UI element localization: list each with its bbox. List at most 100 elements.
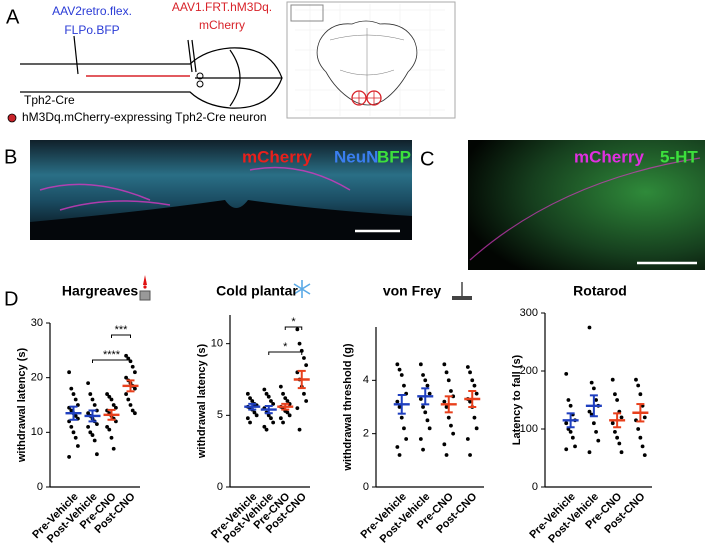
data-point [444, 453, 449, 457]
data-point [399, 373, 404, 377]
data-point [613, 392, 617, 397]
y-tick-label: 2 [363, 428, 369, 440]
legend-text: hM3Dq.mCherry-expressing Tph2-Cre neuron [22, 110, 267, 124]
data-point [71, 430, 76, 435]
y-tick-label: 20 [31, 372, 43, 384]
data-point [264, 391, 269, 396]
data-point [109, 435, 114, 440]
data-point [304, 399, 309, 403]
data-point [130, 408, 135, 413]
data-point [285, 410, 290, 415]
data-point [642, 453, 647, 457]
virus-label: AAV1.FRT.hM3Dq. [172, 0, 272, 14]
data-point [107, 394, 112, 399]
data-point [465, 365, 470, 369]
data-point [287, 413, 292, 418]
y-axis-label: withdrawal latency (s) [196, 344, 208, 460]
data-point [610, 377, 615, 382]
data-point [111, 446, 116, 451]
data-point [124, 375, 128, 380]
virus-label: AAV2retro.flex. [52, 4, 132, 18]
data-point [262, 387, 267, 392]
y-tick-label: 0 [532, 481, 538, 493]
data-point [418, 362, 423, 367]
data-point [395, 399, 400, 404]
data-point [446, 378, 451, 383]
stain-label: NeuN [334, 147, 378, 166]
data-point [594, 430, 598, 434]
y-axis-label: withdrawal latency (s) [16, 348, 28, 464]
data-point [594, 398, 598, 402]
significance-bracket [92, 359, 131, 363]
data-point [427, 391, 432, 396]
significance-label: **** [103, 349, 121, 361]
data-point [397, 405, 402, 409]
data-point [271, 420, 276, 425]
data-point [423, 378, 428, 383]
title-icon [452, 282, 472, 300]
data-point [449, 389, 453, 393]
y-tick-label: 100 [520, 423, 538, 435]
data-point [130, 364, 135, 369]
data-point [425, 383, 430, 388]
y-tick-label: 0 [37, 481, 43, 493]
data-point [444, 405, 449, 409]
data-point [297, 341, 302, 346]
data-point [254, 413, 259, 418]
data-point [591, 421, 596, 426]
data-point [278, 384, 283, 389]
data-point [114, 405, 118, 410]
data-point [278, 416, 283, 421]
data-point [90, 433, 95, 437]
data-point [111, 403, 116, 407]
data-point [472, 383, 477, 388]
y-tick-label: 200 [520, 365, 538, 377]
micrograph [468, 140, 705, 270]
virus-label: FLPo.BFP [64, 23, 119, 37]
data-point [617, 441, 622, 446]
data-point [468, 399, 472, 404]
significance-bracket [268, 351, 303, 355]
data-point [615, 435, 620, 440]
data-point [248, 396, 252, 401]
data-point [271, 401, 276, 406]
data-point [124, 392, 128, 396]
data-point [133, 386, 137, 391]
data-point [397, 453, 402, 457]
data-point [636, 383, 641, 388]
y-tick-label: 10 [31, 426, 43, 438]
significance-bracket [111, 334, 131, 338]
data-point [449, 423, 453, 428]
stain-label: 5-HT [660, 147, 698, 166]
data-point [95, 452, 99, 457]
data-point [587, 409, 592, 414]
y-tick-label: 5 [217, 409, 223, 421]
chart-title: von Frey [383, 283, 442, 299]
y-tick-label: 300 [520, 307, 538, 319]
data-point [304, 363, 309, 368]
data-point [86, 411, 90, 416]
data-point [69, 386, 74, 391]
data-point [421, 405, 425, 409]
data-point [266, 394, 271, 399]
data-point [250, 399, 255, 403]
neuron-icon [196, 72, 204, 80]
data-point [442, 442, 447, 447]
significance-label: * [283, 341, 288, 353]
y-tick-label: 30 [31, 317, 43, 329]
data-point [295, 327, 300, 332]
data-point [88, 430, 93, 435]
data-point [395, 445, 400, 449]
data-point [69, 424, 74, 429]
data-point [86, 381, 90, 386]
data-point [418, 437, 423, 441]
data-point [619, 415, 624, 420]
data-point [573, 444, 577, 449]
data-point [465, 437, 470, 441]
data-point [73, 414, 78, 418]
data-point [610, 421, 615, 426]
data-point [613, 430, 617, 434]
data-point [105, 392, 109, 396]
